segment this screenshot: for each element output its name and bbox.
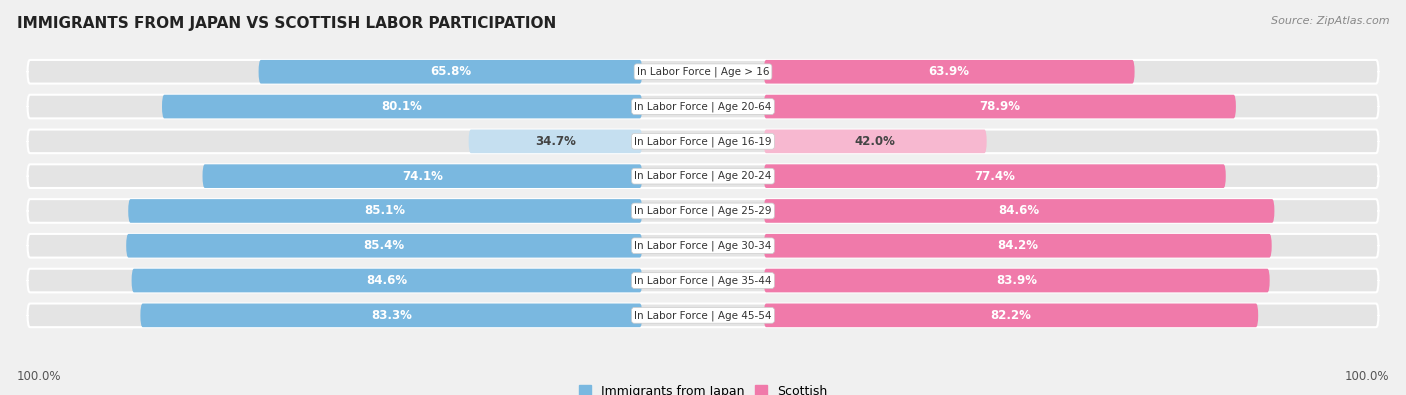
FancyBboxPatch shape <box>763 60 1135 84</box>
FancyBboxPatch shape <box>28 95 1378 118</box>
Text: 85.1%: 85.1% <box>364 205 406 218</box>
Text: Source: ZipAtlas.com: Source: ZipAtlas.com <box>1271 16 1389 26</box>
Text: 84.2%: 84.2% <box>997 239 1038 252</box>
Text: In Labor Force | Age 30-34: In Labor Force | Age 30-34 <box>634 241 772 251</box>
FancyBboxPatch shape <box>28 199 1378 223</box>
FancyBboxPatch shape <box>202 164 643 188</box>
Text: 42.0%: 42.0% <box>855 135 896 148</box>
Text: 80.1%: 80.1% <box>381 100 423 113</box>
Text: 84.6%: 84.6% <box>998 205 1039 218</box>
Text: 63.9%: 63.9% <box>929 65 970 78</box>
FancyBboxPatch shape <box>468 130 643 153</box>
Text: 83.9%: 83.9% <box>997 274 1038 287</box>
FancyBboxPatch shape <box>28 234 1378 258</box>
Text: 74.1%: 74.1% <box>402 169 443 182</box>
FancyBboxPatch shape <box>763 164 1226 188</box>
FancyBboxPatch shape <box>763 199 1274 223</box>
Text: 78.9%: 78.9% <box>980 100 1021 113</box>
FancyBboxPatch shape <box>763 234 1271 258</box>
Text: 65.8%: 65.8% <box>430 65 471 78</box>
FancyBboxPatch shape <box>128 199 643 223</box>
FancyBboxPatch shape <box>28 164 1378 188</box>
FancyBboxPatch shape <box>763 95 1236 118</box>
FancyBboxPatch shape <box>28 130 1378 153</box>
FancyBboxPatch shape <box>132 269 643 292</box>
FancyBboxPatch shape <box>28 60 1378 84</box>
FancyBboxPatch shape <box>28 303 1378 327</box>
Legend: Immigrants from Japan, Scottish: Immigrants from Japan, Scottish <box>579 385 827 395</box>
Text: 77.4%: 77.4% <box>974 169 1015 182</box>
Text: In Labor Force | Age 20-64: In Labor Force | Age 20-64 <box>634 101 772 112</box>
Text: In Labor Force | Age > 16: In Labor Force | Age > 16 <box>637 66 769 77</box>
FancyBboxPatch shape <box>127 234 643 258</box>
Text: 85.4%: 85.4% <box>364 239 405 252</box>
FancyBboxPatch shape <box>763 269 1270 292</box>
Text: In Labor Force | Age 20-24: In Labor Force | Age 20-24 <box>634 171 772 181</box>
FancyBboxPatch shape <box>28 269 1378 292</box>
FancyBboxPatch shape <box>259 60 643 84</box>
FancyBboxPatch shape <box>763 130 987 153</box>
Text: In Labor Force | Age 16-19: In Labor Force | Age 16-19 <box>634 136 772 147</box>
Text: 84.6%: 84.6% <box>367 274 408 287</box>
Text: IMMIGRANTS FROM JAPAN VS SCOTTISH LABOR PARTICIPATION: IMMIGRANTS FROM JAPAN VS SCOTTISH LABOR … <box>17 16 557 31</box>
Text: 83.3%: 83.3% <box>371 309 412 322</box>
Text: 34.7%: 34.7% <box>534 135 576 148</box>
Text: In Labor Force | Age 25-29: In Labor Force | Age 25-29 <box>634 206 772 216</box>
Text: 82.2%: 82.2% <box>991 309 1032 322</box>
Text: 100.0%: 100.0% <box>1344 370 1389 383</box>
Text: In Labor Force | Age 35-44: In Labor Force | Age 35-44 <box>634 275 772 286</box>
Text: 100.0%: 100.0% <box>17 370 62 383</box>
FancyBboxPatch shape <box>162 95 643 118</box>
FancyBboxPatch shape <box>763 303 1258 327</box>
Text: In Labor Force | Age 45-54: In Labor Force | Age 45-54 <box>634 310 772 321</box>
FancyBboxPatch shape <box>141 303 643 327</box>
